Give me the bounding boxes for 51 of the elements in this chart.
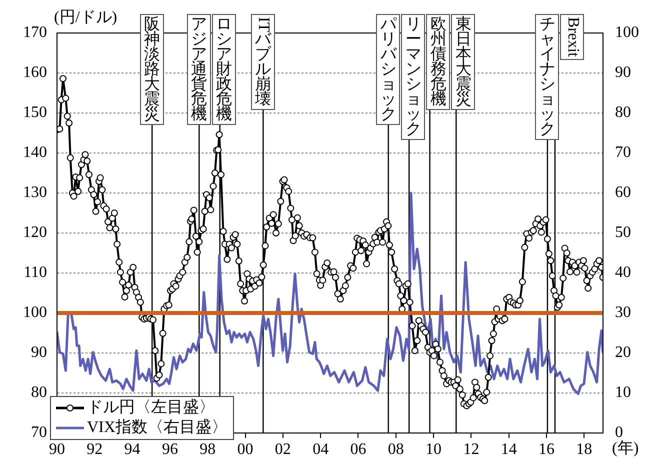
x-tick-label: 94 xyxy=(124,440,140,458)
x-tick-label: 90 xyxy=(49,440,65,458)
y-tick-label: 120 xyxy=(23,224,47,242)
x-tick-label: 00 xyxy=(237,440,254,458)
y2-tick-label: 90 xyxy=(615,64,631,82)
x-tick-label: 04 xyxy=(312,440,329,458)
y-tick-label: 110 xyxy=(24,264,47,282)
ref-line-label: パリバショック xyxy=(377,16,400,123)
x-tick-label: 14 xyxy=(500,440,517,458)
ref-line-label: ITバブル崩壊 xyxy=(252,17,274,108)
y-tick-label: 70 xyxy=(31,424,47,442)
x-tick-label: 18 xyxy=(576,440,592,458)
y2-tick-label: 100 xyxy=(615,24,639,42)
y-tick-label: 170 xyxy=(23,24,47,42)
y-tick-label: 130 xyxy=(23,184,47,202)
y2-tick-label: 40 xyxy=(615,264,631,282)
ref-line-label: リーマンショック xyxy=(402,16,424,138)
x-tick-label: 16 xyxy=(538,440,555,458)
y2-tick-label: 80 xyxy=(615,104,631,122)
y2-tick-label: 60 xyxy=(615,184,631,202)
y-tick-label: 90 xyxy=(31,344,47,362)
y2-tick-label: 20 xyxy=(615,344,631,362)
x-tick-label: 98 xyxy=(200,440,216,458)
y-tick-label: 100 xyxy=(23,304,47,322)
x-tick-label: 10 xyxy=(426,440,442,458)
ref-line-label: アジア通貨危機 xyxy=(188,16,210,123)
y-axis-title: (円/ドル) xyxy=(54,8,118,28)
y2-tick-label: 30 xyxy=(615,304,631,322)
x-axis-title: (年) xyxy=(612,439,639,459)
y2-tick-label: 70 xyxy=(615,144,631,162)
y-tick-label: 150 xyxy=(23,104,47,122)
ref-line-label: 欧州債務危機 xyxy=(427,16,450,108)
y-tick-label: 80 xyxy=(31,384,47,402)
x-tick-label: 96 xyxy=(162,440,178,458)
y-tick-label: 140 xyxy=(23,144,47,162)
x-tick-label: 08 xyxy=(388,440,404,458)
x-tick-label: 12 xyxy=(463,440,480,458)
legend-label: VIX指数〈右目盛〉 xyxy=(87,418,228,438)
x-tick-label: 92 xyxy=(86,440,103,458)
legend-label: ドル円〈左目盛〉 xyxy=(87,398,215,418)
ref-line-label: 東日本大震災 xyxy=(452,16,474,108)
ref-line-label: チャイナショック xyxy=(536,16,558,138)
y-tick-label: 160 xyxy=(23,64,47,82)
y2-tick-label: 0 xyxy=(615,424,623,442)
y2-tick-label: 10 xyxy=(615,384,631,402)
ref-line-label: 阪神淡路大震災 xyxy=(141,16,164,123)
x-tick-label: 06 xyxy=(350,440,366,458)
ref-line-label: ロシア財政危機 xyxy=(213,16,236,123)
y2-tick-label: 50 xyxy=(615,224,631,242)
x-tick-label: 02 xyxy=(274,440,291,458)
ref-line-label: Brexit xyxy=(561,17,584,57)
